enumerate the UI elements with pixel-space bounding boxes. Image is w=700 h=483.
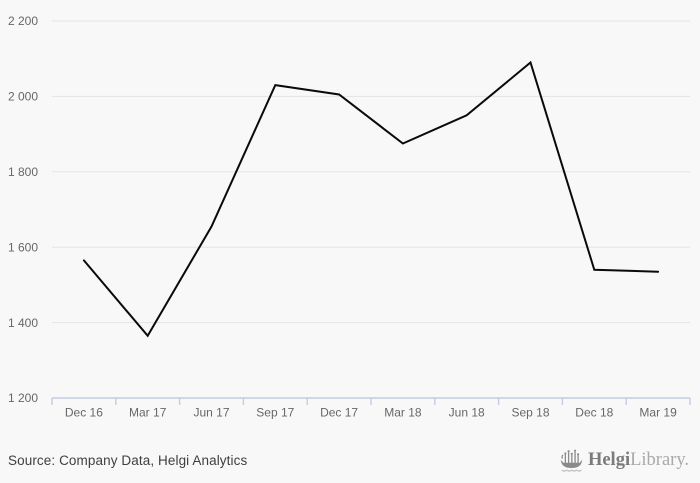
helgi-library-logo: HelgiLibrary. [560, 448, 689, 472]
logo-brand-primary: Helgi [587, 449, 631, 470]
x-tick-label: Sep 17 [256, 406, 294, 420]
x-tick-label: Jun 18 [449, 406, 485, 420]
x-tick-label: Dec 17 [320, 406, 358, 420]
data-series-line [82, 60, 660, 338]
x-tick-label: Sep 18 [511, 406, 549, 420]
y-tick-label: 2 000 [8, 90, 38, 104]
helgi-ship-icon [560, 449, 583, 472]
x-tick-label: Dec 18 [575, 406, 613, 420]
x-tick-label: Mar 17 [129, 406, 167, 420]
footer: Source: Company Data, Helgi Analytics He… [0, 441, 700, 479]
logo-wordmark: HelgiLibrary. [588, 451, 689, 470]
y-tick-label: 1 800 [8, 165, 38, 179]
y-tick-label: 1 400 [8, 316, 38, 330]
line-chart-canvas: 1 200 1 400 1 600 1 800 2 000 2 200 Dec 16 Mar … [8, 14, 691, 420]
y-tick-label: 2 200 [8, 14, 38, 28]
y-tick-label: 1 600 [8, 240, 38, 254]
x-tick-label: Mar 19 [639, 406, 677, 420]
source-attribution: Source: Company Data, Helgi Analytics [8, 452, 248, 468]
logo-brand-secondary: Library. [630, 449, 689, 470]
x-tick-label: Jun 17 [193, 406, 229, 420]
y-tick-label: 1 200 [8, 391, 38, 405]
x-tick-label: Dec 16 [65, 406, 103, 420]
x-tick-label: Mar 18 [384, 406, 422, 420]
